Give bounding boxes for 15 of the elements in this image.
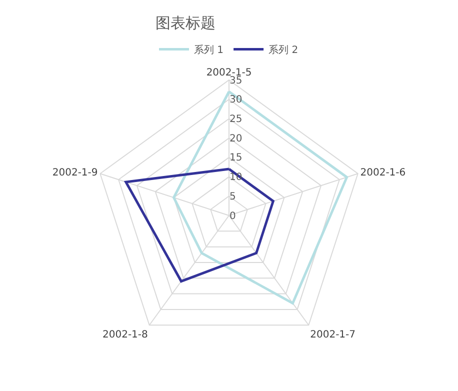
y-tick-label: 35 xyxy=(230,75,242,86)
y-tick-label: 10 xyxy=(230,172,242,184)
spoke-label: 2002-1-7 xyxy=(310,329,356,340)
y-tick-label: 0 xyxy=(230,210,236,222)
chart-title: 图表标题 xyxy=(156,14,216,32)
y-tick-label: 20 xyxy=(230,133,242,144)
legend-label: 系列 1 xyxy=(194,44,224,56)
y-tick-label: 15 xyxy=(230,152,242,164)
spoke-label: 2002-1-8 xyxy=(102,329,148,340)
y-tick-label: 5 xyxy=(230,191,236,202)
spoke-label: 2002-1-9 xyxy=(52,168,98,179)
y-tick-label: 30 xyxy=(230,94,242,106)
spoke-label: 2002-1-6 xyxy=(360,168,406,179)
y-tick-label: 25 xyxy=(230,114,242,125)
legend-label: 系列 2 xyxy=(268,44,298,56)
